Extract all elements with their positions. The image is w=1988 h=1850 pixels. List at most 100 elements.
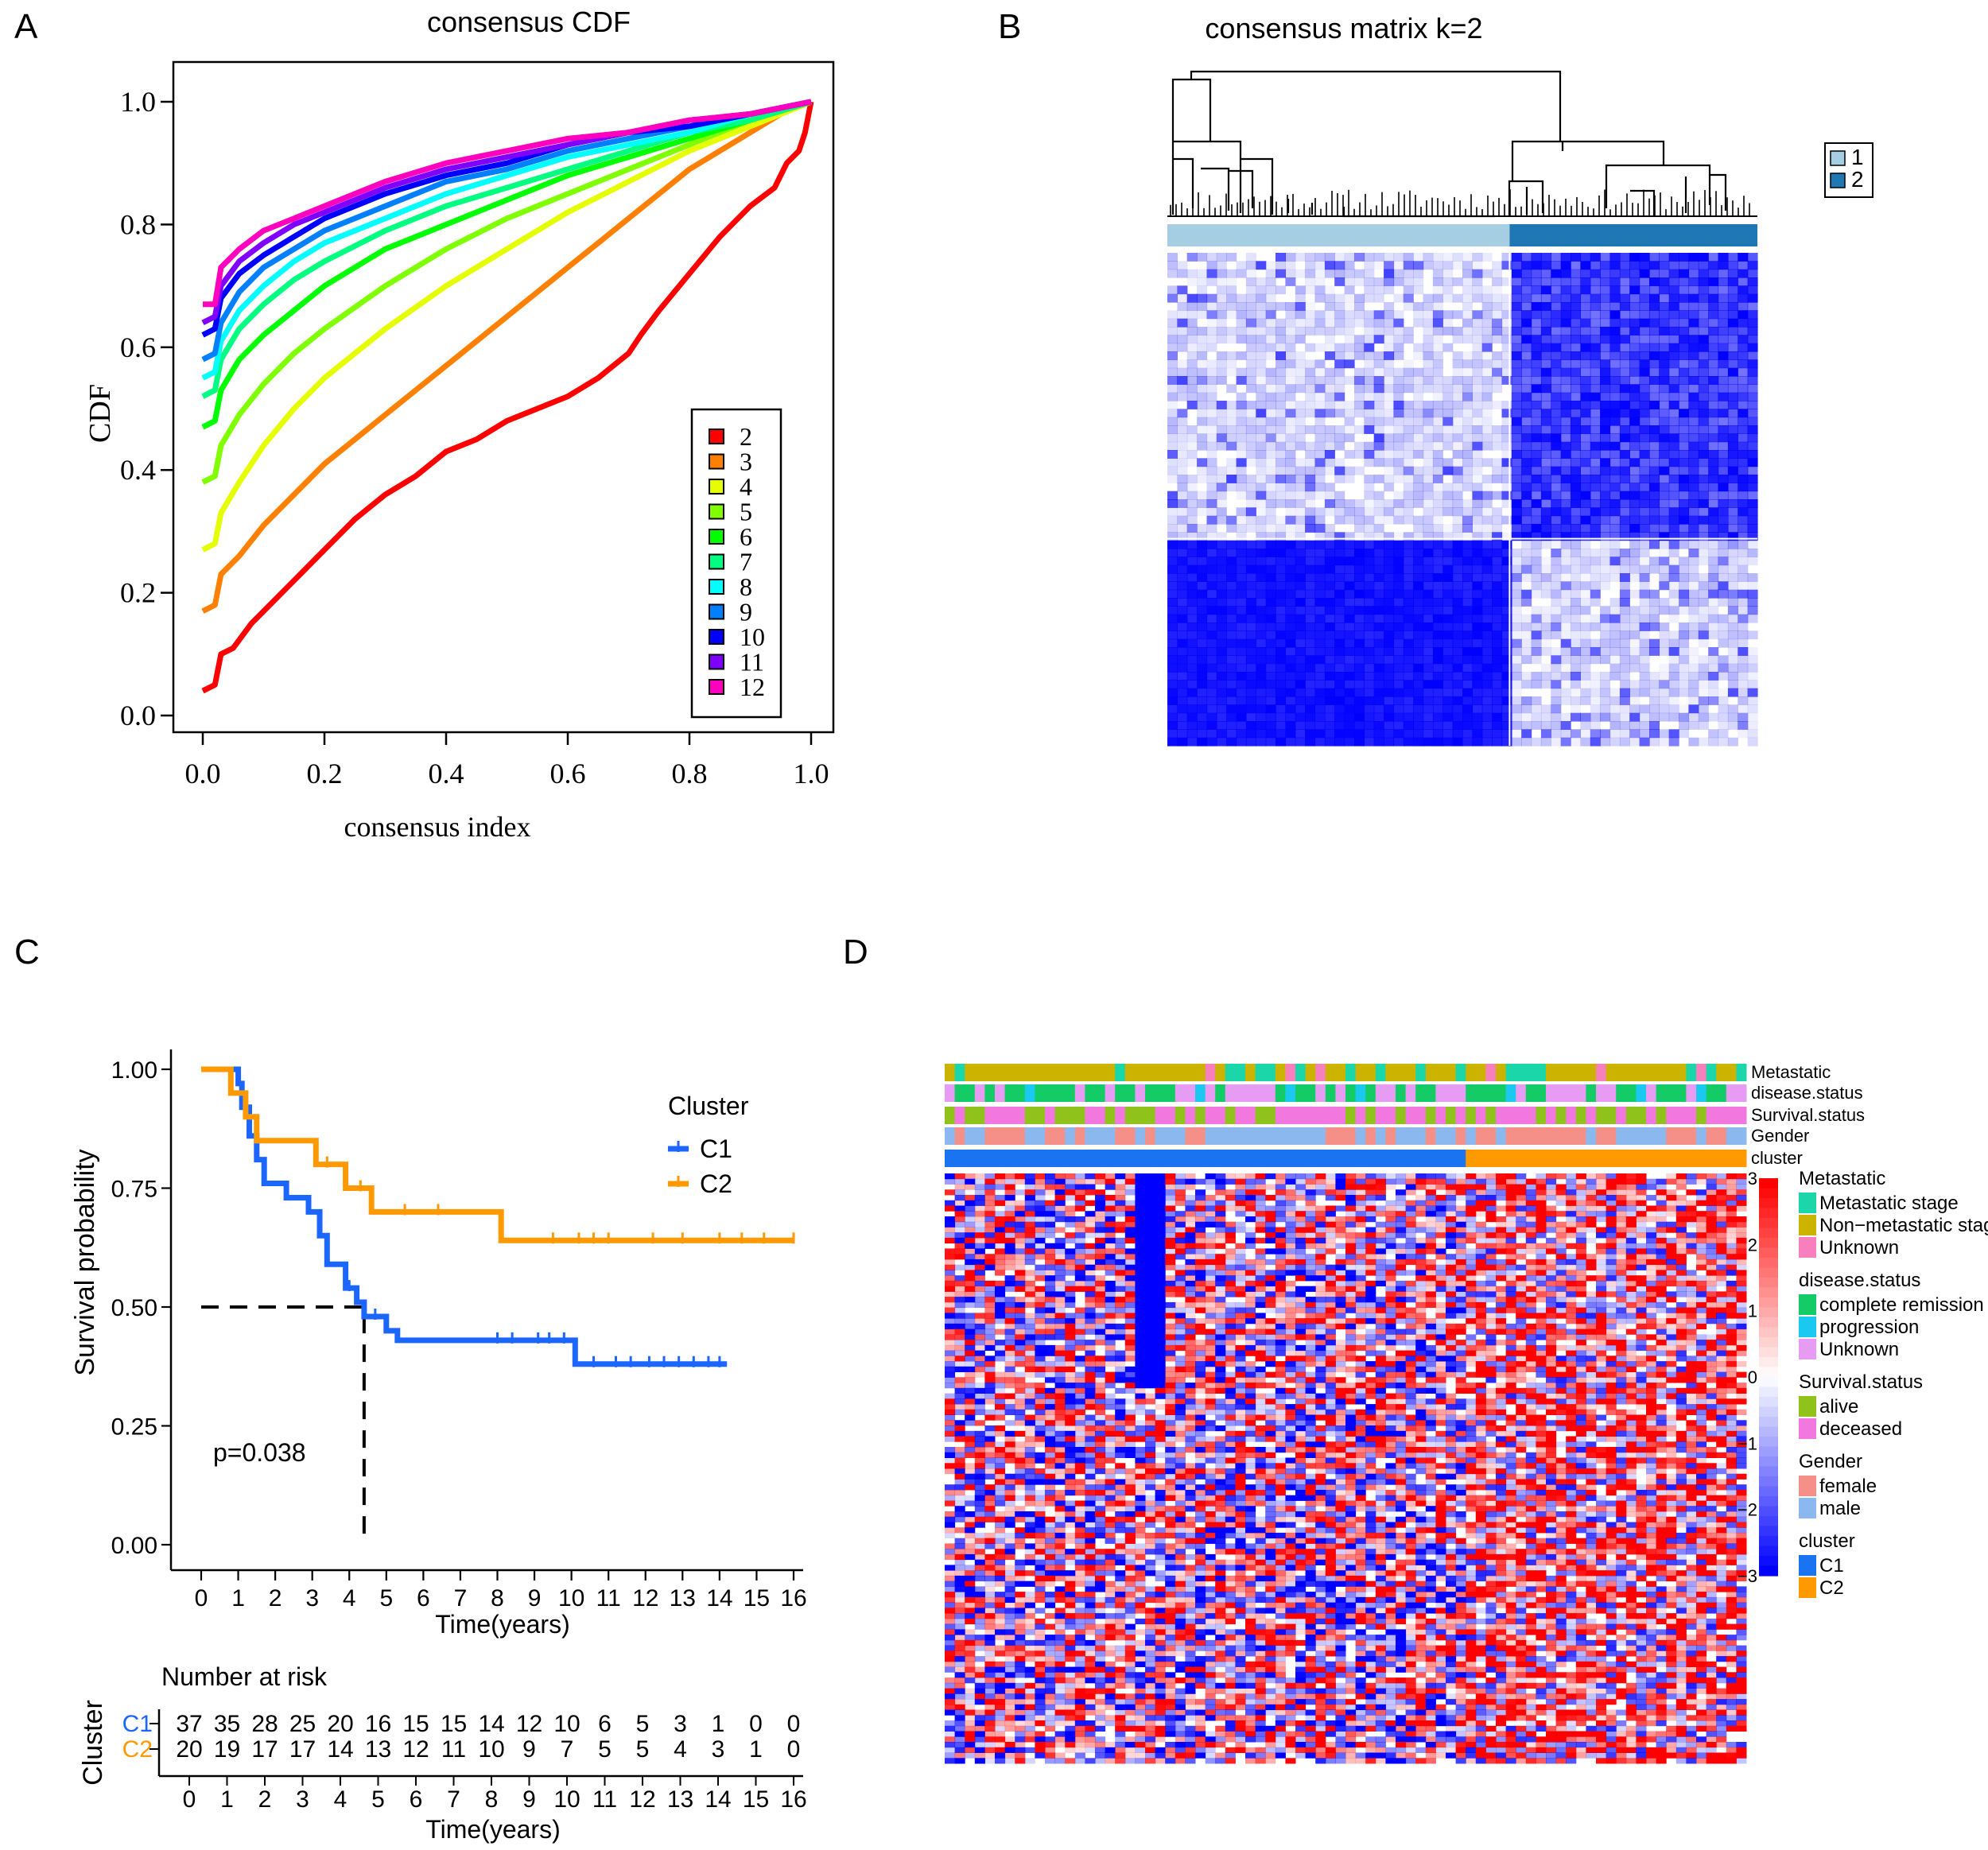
- matrix-cell: [1276, 655, 1286, 665]
- legend-swatch-k7: [709, 553, 724, 570]
- legend-label-C2: C2: [700, 1169, 732, 1198]
- risk-x-tick-label: 8: [485, 1786, 499, 1813]
- matrix-cell: [1295, 704, 1306, 714]
- heatmap-cell: [1345, 1178, 1357, 1185]
- matrix-cell: [1531, 425, 1542, 434]
- matrix-cell: [1285, 359, 1296, 369]
- matrix-cell: [1462, 310, 1473, 320]
- matrix-cell: [1747, 343, 1758, 352]
- matrix-cell: [1314, 532, 1326, 541]
- matrix-cell: [1501, 564, 1512, 574]
- matrix-cell: [1609, 327, 1621, 335]
- heatmap-cell: [1455, 1227, 1466, 1233]
- matrix-cell: [1373, 310, 1384, 320]
- heatmap-cell: [1255, 1189, 1266, 1196]
- matrix-cell: [1718, 564, 1729, 574]
- annotation-cell: [1555, 1107, 1567, 1124]
- matrix-cell: [1492, 475, 1503, 483]
- matrix-cell: [1698, 680, 1709, 689]
- matrix-cell: [1501, 261, 1512, 270]
- matrix-cell: [1521, 704, 1532, 714]
- matrix-cell: [1708, 680, 1719, 689]
- matrix-cell: [1668, 589, 1679, 599]
- chart-a-plot-frame: [172, 60, 835, 734]
- matrix-cell: [1668, 359, 1679, 369]
- survival-curve-C1: [201, 1066, 728, 1367]
- chart-c-series-group: [201, 1066, 795, 1367]
- cdf-line-k2: [201, 101, 814, 694]
- matrix-cell: [1373, 614, 1384, 623]
- matrix-cell: [1452, 598, 1463, 607]
- heatmap-cell: [1575, 1216, 1586, 1223]
- chart-a-y-tick-label: 0.8: [120, 208, 156, 240]
- matrix-cell: [1531, 293, 1542, 303]
- annotation-cell: [1646, 1150, 1657, 1167]
- annotation-cell: [1446, 1064, 1457, 1081]
- heatmap-cell: [1616, 1173, 1627, 1180]
- heatmap-cell: [1405, 1184, 1416, 1190]
- heatmap-cell: [1085, 1178, 1096, 1185]
- matrix-cell: [1511, 285, 1522, 295]
- matrix-cell: [1413, 638, 1424, 648]
- matrix-cell: [1265, 573, 1276, 582]
- annotation-cell: [1045, 1084, 1056, 1102]
- matrix-cell: [1727, 581, 1738, 591]
- annotation-cell: [1375, 1127, 1386, 1145]
- matrix-cell: [1560, 557, 1571, 566]
- annotation-cell: [1696, 1127, 1707, 1145]
- matrix-cell: [1649, 310, 1660, 320]
- annotation-cell: [1446, 1107, 1457, 1124]
- matrix-cell: [1580, 721, 1591, 730]
- heatmap-cell: [1536, 1211, 1547, 1217]
- heatmap-cell: [984, 1232, 996, 1239]
- heatmap-cell: [1085, 1221, 1096, 1228]
- annotation-cell: [1706, 1064, 1717, 1081]
- matrix-cell: [1629, 384, 1640, 394]
- risk-cell-C2: 12: [402, 1736, 429, 1763]
- matrix-cell: [1531, 450, 1542, 459]
- matrix-cell: [1324, 589, 1335, 599]
- matrix-cell: [1668, 401, 1679, 409]
- matrix-cell: [1600, 680, 1611, 689]
- heatmap-cell: [1235, 1184, 1246, 1190]
- annotation-track-label: disease.status: [1751, 1083, 1863, 1103]
- matrix-cell: [1609, 466, 1621, 475]
- matrix-cell: [1639, 376, 1650, 385]
- heatmap-cell: [984, 1211, 996, 1217]
- matrix-cell: [1393, 425, 1404, 434]
- matrix-cell: [1551, 672, 1562, 681]
- matrix-cell: [1265, 285, 1276, 295]
- panel-b-consensus-matrix: consensus matrix k=2 12: [1167, 12, 1873, 747]
- matrix-cell: [1551, 549, 1562, 557]
- matrix-cell: [1167, 335, 1178, 344]
- heatmap-cell: [1215, 1173, 1226, 1180]
- annotation-cell: [1315, 1107, 1326, 1124]
- matrix-cell: [1344, 598, 1355, 607]
- matrix-cell: [1413, 318, 1424, 328]
- heatmap-cell: [954, 1189, 965, 1196]
- heatmap-cell: [1646, 1216, 1657, 1223]
- matrix-cell: [1747, 515, 1758, 525]
- matrix-cell: [1226, 729, 1237, 739]
- heatmap-cell: [1586, 1189, 1597, 1196]
- matrix-cell: [1688, 598, 1699, 607]
- annotation-cell: [1525, 1107, 1536, 1124]
- matrix-cell: [1668, 367, 1679, 377]
- heatmap-cell: [1656, 1216, 1667, 1223]
- heatmap-cell: [1415, 1227, 1427, 1233]
- matrix-cell: [1738, 269, 1749, 278]
- matrix-cell: [1413, 409, 1424, 418]
- matrix-cell: [1560, 729, 1571, 739]
- matrix-cell: [1364, 688, 1375, 697]
- matrix-cell: [1481, 680, 1493, 689]
- matrix-cell: [1462, 367, 1473, 377]
- matrix-cell: [1571, 433, 1581, 443]
- heatmap-cell: [1596, 1211, 1607, 1217]
- matrix-cell: [1481, 441, 1493, 451]
- matrix-cell: [1432, 672, 1443, 681]
- chart-a-x-tick-label: 0.0: [185, 758, 221, 789]
- matrix-cell: [1423, 384, 1434, 394]
- heatmap-cell: [1536, 1184, 1547, 1190]
- matrix-cell: [1747, 598, 1758, 607]
- matrix-cell: [1216, 549, 1227, 557]
